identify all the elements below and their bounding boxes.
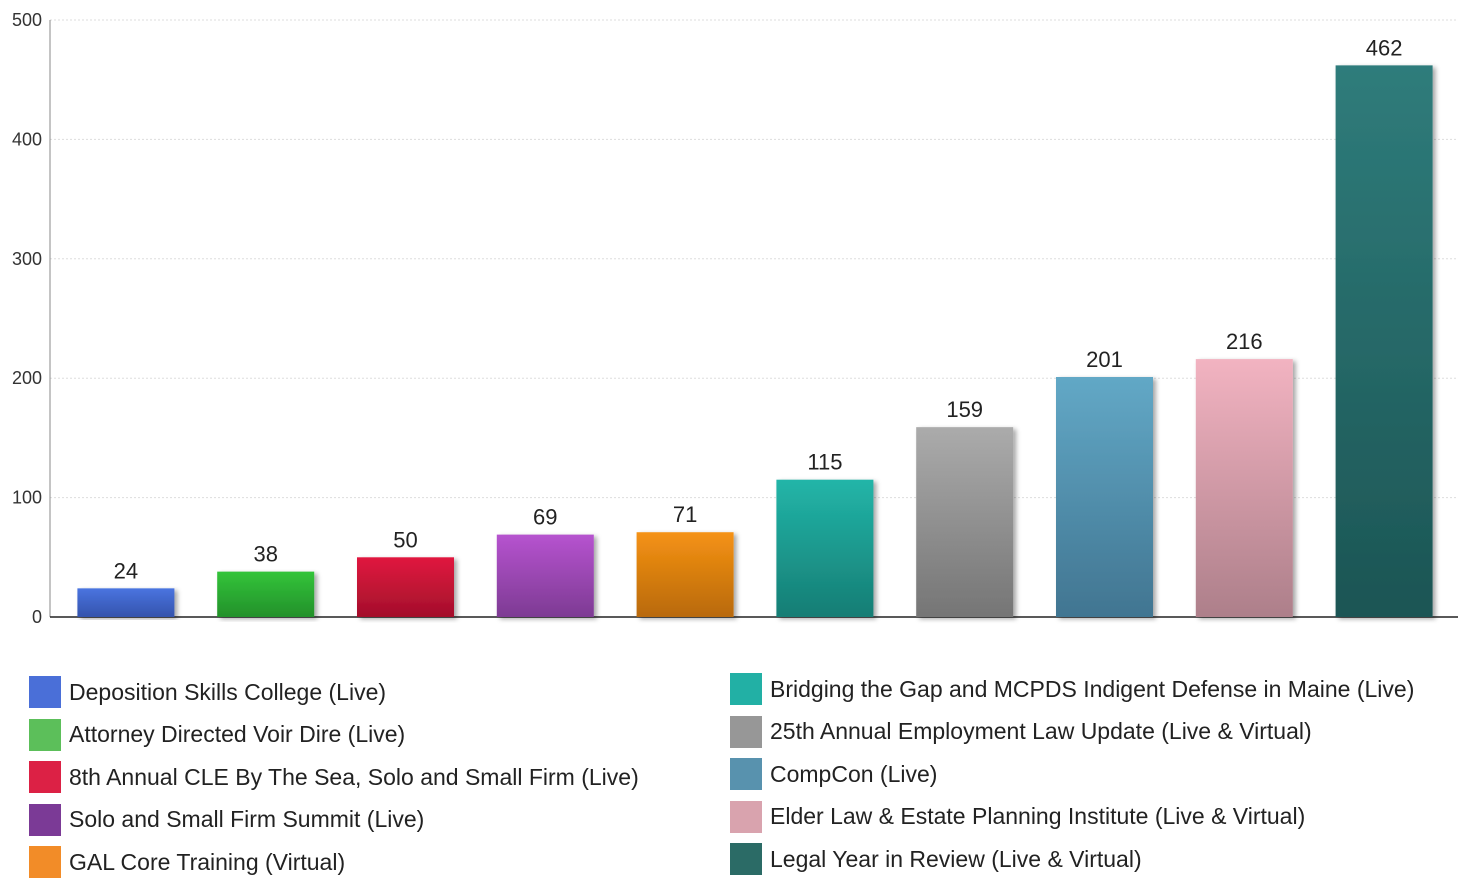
legend-swatch bbox=[29, 676, 61, 708]
legend-item[interactable]: Solo and Small Firm Summit (Live) bbox=[29, 803, 425, 836]
legend-label: GAL Core Training (Virtual) bbox=[69, 848, 346, 875]
data-label: 201 bbox=[1086, 347, 1123, 372]
y-tick-label: 500 bbox=[12, 10, 42, 30]
bars bbox=[77, 65, 1433, 617]
y-tick-label: 400 bbox=[12, 129, 42, 149]
legend-swatch bbox=[29, 803, 61, 836]
bar[interactable] bbox=[1195, 359, 1293, 617]
data-label: 24 bbox=[114, 558, 138, 583]
bar-chart: 0 100 200 300 400 500 24 38 50 69 71 115 159 201 216 4… bbox=[12, 10, 1458, 627]
y-tick-label: 100 bbox=[12, 488, 42, 508]
legend-item[interactable]: Elder Law & Estate Planning Institute (L… bbox=[730, 800, 1306, 833]
bar[interactable] bbox=[217, 571, 315, 617]
legend-item[interactable]: 8th Annual CLE By The Sea, Solo and Smal… bbox=[29, 761, 639, 793]
data-labels: 24 38 50 69 71 115 159 201 216 462 bbox=[114, 35, 1403, 583]
data-label: 216 bbox=[1226, 329, 1263, 354]
data-label: 159 bbox=[946, 397, 983, 422]
y-tick-label: 300 bbox=[12, 249, 42, 269]
legend-label: Deposition Skills College (Live) bbox=[69, 678, 387, 705]
legend-item[interactable]: 25th Annual Employment Law Update (Live … bbox=[730, 715, 1312, 748]
bar[interactable] bbox=[357, 557, 454, 617]
data-label: 50 bbox=[393, 527, 417, 552]
legend-swatch bbox=[730, 673, 762, 705]
bar[interactable] bbox=[77, 588, 175, 617]
legend-item[interactable]: CompCon (Live) bbox=[730, 758, 937, 790]
legend-label: 25th Annual Employment Law Update (Live … bbox=[770, 718, 1312, 744]
legend-swatch bbox=[29, 718, 61, 751]
data-label: 115 bbox=[807, 450, 842, 475]
legend-label: CompCon (Live) bbox=[770, 760, 938, 787]
y-tick-label: 0 bbox=[32, 607, 42, 627]
legend-label: 8th Annual CLE By The Sea, Solo and Smal… bbox=[69, 763, 639, 790]
legend-label: Bridging the Gap and MCPDS Indigent Defe… bbox=[770, 675, 1415, 702]
bar[interactable] bbox=[636, 532, 734, 617]
data-label: 69 bbox=[533, 505, 557, 530]
bar[interactable] bbox=[776, 479, 874, 617]
legend-swatch bbox=[29, 761, 61, 793]
legend-item[interactable]: Attorney Directed Voir Dire (Live) bbox=[29, 718, 406, 751]
legend-swatch bbox=[730, 715, 762, 748]
legend-item[interactable]: GAL Core Training (Virtual) bbox=[29, 846, 345, 878]
bar[interactable] bbox=[1056, 377, 1153, 617]
data-label: 462 bbox=[1366, 35, 1403, 60]
bar[interactable] bbox=[916, 427, 1014, 617]
data-label: 38 bbox=[253, 542, 277, 567]
legend-label: Legal Year in Review (Live & Virtual) bbox=[770, 845, 1142, 872]
legend-label: Solo and Small Firm Summit (Live) bbox=[69, 806, 425, 832]
data-label: 71 bbox=[673, 502, 697, 527]
legend-swatch bbox=[29, 846, 61, 878]
legend-item[interactable]: Deposition Skills College (Live) bbox=[29, 676, 386, 708]
legend-swatch bbox=[730, 843, 762, 875]
legend-item[interactable]: Legal Year in Review (Live & Virtual) bbox=[730, 843, 1142, 875]
bar[interactable] bbox=[1335, 65, 1433, 617]
y-tick-label: 200 bbox=[12, 368, 42, 388]
legend-swatch bbox=[730, 758, 762, 790]
bar[interactable] bbox=[496, 534, 594, 617]
legend-label: Attorney Directed Voir Dire (Live) bbox=[69, 721, 406, 747]
legend-swatch bbox=[730, 800, 762, 833]
legend-item[interactable]: Bridging the Gap and MCPDS Indigent Defe… bbox=[730, 673, 1414, 705]
legend-label: Elder Law & Estate Planning Institute (L… bbox=[770, 803, 1306, 829]
